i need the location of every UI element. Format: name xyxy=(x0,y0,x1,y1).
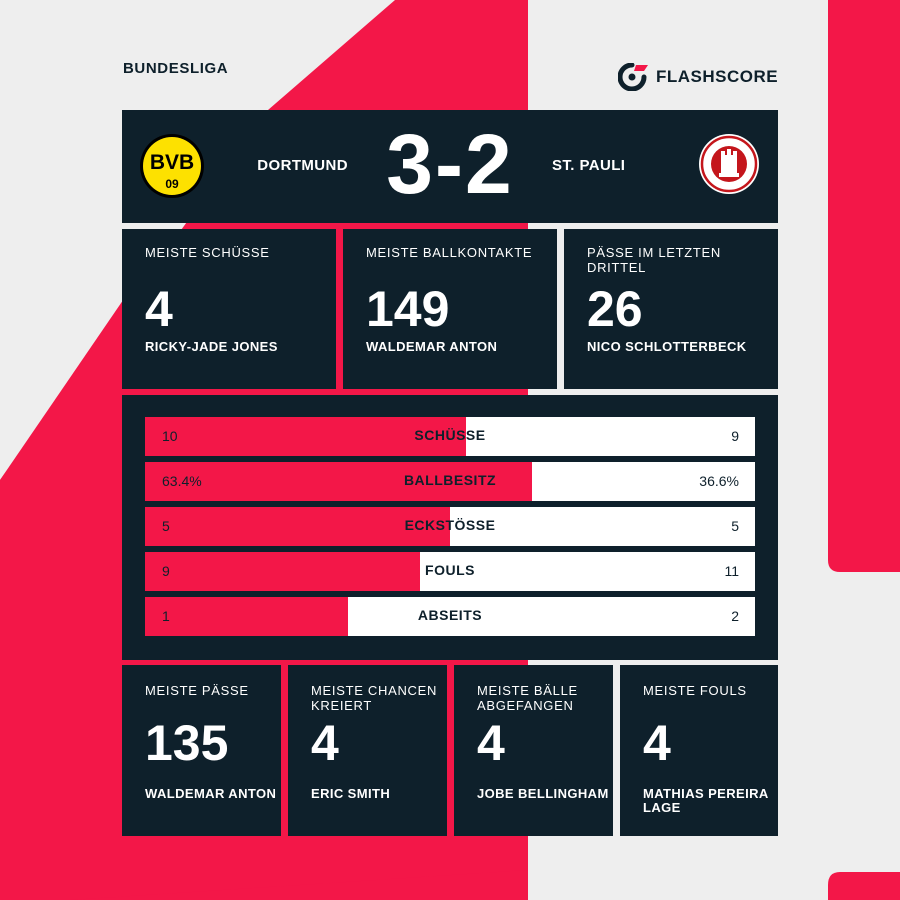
stat-card-player: RICKY-JADE JONES xyxy=(145,339,278,354)
stat-card-label: MEISTE SCHÜSSE xyxy=(145,245,270,260)
stat-card-most-shots: MEISTE SCHÜSSE 4 RICKY-JADE JONES xyxy=(122,229,336,389)
comparison-bar-fill xyxy=(145,507,450,546)
flashscore-logo-icon xyxy=(618,63,648,91)
stat-card-value: 4 xyxy=(145,281,173,337)
comparison-home-value: 5 xyxy=(162,518,170,534)
stat-card-player: WALDEMAR ANTON xyxy=(145,786,277,801)
brand-name: FLASHSCORE xyxy=(656,67,779,86)
comparison-row-corners: 5 ECKSTÖSSE 5 xyxy=(145,507,755,546)
stat-card-label: MEISTE BALLKONTAKTE xyxy=(366,245,533,260)
stat-card-final-third-passes: PÄSSE IM LETZTEN DRITTEL 26 NICO SCHLOTT… xyxy=(564,229,778,389)
comparison-label: ABSEITS xyxy=(417,607,483,623)
stat-card-label: MEISTE CHANCEN KREIERT xyxy=(311,683,438,713)
stat-card-player: NICO SCHLOTTERBECK xyxy=(587,339,747,354)
comparison-away-value: 11 xyxy=(724,563,739,579)
home-team-name: DORTMUND xyxy=(257,157,348,174)
stat-card-label: MEISTE BÄLLE ABGEFANGEN xyxy=(477,683,578,713)
comparison-bar-fill xyxy=(145,552,420,591)
stat-card-player: ERIC SMITH xyxy=(311,786,391,801)
stat-card-label: MEISTE FOULS xyxy=(643,683,747,698)
comparison-bar-fill xyxy=(145,597,349,636)
stat-card-value: 135 xyxy=(145,715,229,771)
stat-card-label: MEISTE PÄSSE xyxy=(145,683,249,698)
team-comparison: 10 SCHÜSSE 9 63.4% BALLBESITZ 36.6% 5 EC… xyxy=(122,395,778,660)
comparison-away-value: 9 xyxy=(731,428,739,444)
comparison-away-value: 5 xyxy=(731,518,739,534)
comparison-row-fouls: 9 FOULS 11 xyxy=(145,552,755,591)
stat-card-most-fouls: MEISTE FOULS 4 MATHIAS PEREIRA LAGE xyxy=(620,665,778,836)
comparison-bar-fill xyxy=(145,462,532,501)
stat-card-value: 4 xyxy=(311,715,339,771)
comparison-away-value: 2 xyxy=(731,608,739,624)
comparison-home-value: 1 xyxy=(162,608,170,624)
svg-text:09: 09 xyxy=(165,177,179,191)
stat-card-value: 26 xyxy=(587,281,643,337)
comparison-label: SCHÜSSE xyxy=(414,427,486,443)
stat-card-most-chances-created: MEISTE CHANCEN KREIERT 4 ERIC SMITH xyxy=(288,665,447,836)
stat-card-most-touches: MEISTE BALLKONTAKTE 149 WALDEMAR ANTON xyxy=(343,229,557,389)
stat-card-label: PÄSSE IM LETZTEN DRITTEL xyxy=(587,245,722,275)
stat-card-value: 4 xyxy=(643,715,671,771)
comparison-home-value: 10 xyxy=(162,428,178,444)
brand: FLASHSCORE xyxy=(618,62,778,92)
stat-card-most-passes: MEISTE PÄSSE 135 WALDEMAR ANTON xyxy=(122,665,281,836)
comparison-label: ECKSTÖSSE xyxy=(404,517,496,533)
stat-card-most-interceptions: MEISTE BÄLLE ABGEFANGEN 4 JOBE BELLINGHA… xyxy=(454,665,613,836)
bvb-crest-icon: BVB 09 xyxy=(140,134,204,198)
comparison-label: FOULS xyxy=(425,562,475,578)
stat-card-player: MATHIAS PEREIRA LAGE xyxy=(643,786,769,815)
svg-text:BVB: BVB xyxy=(150,151,194,174)
stat-card-player: WALDEMAR ANTON xyxy=(366,339,498,354)
comparison-row-shots: 10 SCHÜSSE 9 xyxy=(145,417,755,456)
match-score: 3-2 xyxy=(386,117,514,211)
comparison-row-possession: 63.4% BALLBESITZ 36.6% xyxy=(145,462,755,501)
st-pauli-crest-icon xyxy=(699,134,759,194)
away-team-name: ST. PAULI xyxy=(552,157,626,174)
comparison-row-offsides: 1 ABSEITS 2 xyxy=(145,597,755,636)
comparison-home-value: 63.4% xyxy=(162,473,202,489)
comparison-away-value: 36.6% xyxy=(699,473,739,489)
comparison-label: BALLBESITZ xyxy=(403,472,497,488)
league-name: BUNDESLIGA xyxy=(123,60,229,77)
comparison-home-value: 9 xyxy=(162,563,170,579)
comparison-bar-fill xyxy=(145,417,466,456)
stat-card-value: 4 xyxy=(477,715,505,771)
stat-card-player: JOBE BELLINGHAM xyxy=(477,786,609,801)
stat-card-value: 149 xyxy=(366,281,450,337)
score-header: BVB 09 DORTMUND 3-2 ST. PAULI xyxy=(122,110,778,223)
